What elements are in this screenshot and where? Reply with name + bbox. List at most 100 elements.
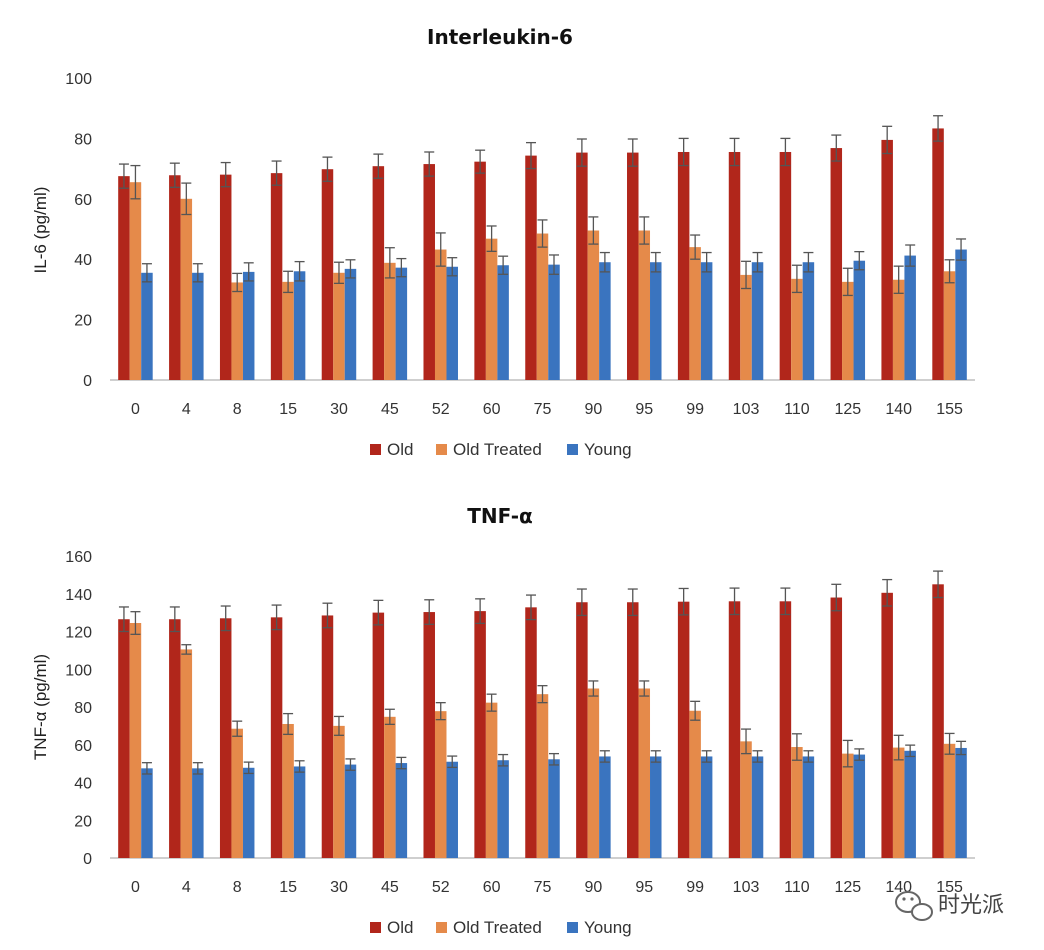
il6-bar-old-treated xyxy=(892,279,905,380)
il6-bar-old xyxy=(779,151,792,380)
tnf-bar-old-treated xyxy=(129,623,142,858)
il6-bar-old-treated xyxy=(231,282,243,380)
il6-error-bar xyxy=(537,219,548,248)
il6-error-bar xyxy=(526,141,536,170)
il6-error-bar xyxy=(854,250,865,271)
tnf-bar-old xyxy=(576,602,588,858)
tnf-bar-old-treated xyxy=(791,747,803,858)
il6-bar-young xyxy=(395,267,408,380)
il6-bar-young xyxy=(904,255,916,380)
tnf-error-bar xyxy=(475,598,486,625)
il6-error-bar xyxy=(599,251,610,273)
il6-error-bar xyxy=(690,234,701,260)
tnf-error-bar xyxy=(791,733,802,761)
tnf-error-bar xyxy=(599,750,610,763)
il6-bar-old-treated xyxy=(129,182,142,380)
tnf-x-tick-label: 110 xyxy=(784,879,810,896)
il6-x-tick-label: 60 xyxy=(483,401,501,418)
tnf-legend-swatch-young xyxy=(567,922,578,933)
il6-error-bar xyxy=(192,263,203,283)
tnf-error-bar xyxy=(956,740,967,756)
tnf-bar-old xyxy=(779,601,792,858)
il6-bar-young xyxy=(548,264,560,380)
il6-error-bar xyxy=(141,263,152,283)
wechat-bubble-icon xyxy=(895,891,933,921)
watermark: 时光派 xyxy=(895,891,1004,921)
tnf-bar-old-treated xyxy=(842,753,854,858)
il6-error-bar xyxy=(893,265,904,294)
tnf-y-axis-label: TNF-α (pg/ml) xyxy=(31,654,50,760)
il6-error-bar xyxy=(944,259,955,284)
tnf-error-bar xyxy=(118,606,129,633)
tnf-error-bar xyxy=(283,712,294,736)
tnf-error-bar xyxy=(650,750,661,763)
tnf-error-bar xyxy=(220,605,231,632)
il6-bar-young xyxy=(599,262,611,380)
tnf-x-tick-label: 125 xyxy=(834,879,861,896)
il6-error-bar xyxy=(424,151,435,177)
il6-x-tick-label: 52 xyxy=(432,401,450,418)
tnf-error-bar xyxy=(192,762,203,775)
il6-y-axis-label: IL-6 (pg/ml) xyxy=(31,187,50,274)
il6-error-bar xyxy=(220,161,231,188)
il6-error-bar xyxy=(271,160,282,186)
tnf-chart-title: TNF-α xyxy=(467,504,532,528)
il6-error-bar xyxy=(639,216,650,245)
il6-bar-young xyxy=(497,265,509,380)
il6-bar-young xyxy=(650,262,662,380)
tnf-bar-old xyxy=(169,619,181,858)
il6-error-bar xyxy=(752,251,763,273)
il6-bar-old xyxy=(321,169,334,380)
il6-error-bar xyxy=(333,261,344,285)
tnf-bar-young xyxy=(751,756,764,858)
il6-bar-old xyxy=(830,148,843,380)
tnf-bar-old-treated xyxy=(434,711,447,858)
tnf-x-tick-label: 155 xyxy=(936,879,963,896)
il6-error-bar xyxy=(130,164,141,200)
tnf-bar-young xyxy=(700,756,713,858)
tnf-bar-old-treated xyxy=(892,747,905,858)
il6-x-tick-label: 125 xyxy=(834,401,861,418)
tnf-error-bar xyxy=(526,594,536,621)
tnf-bar-young xyxy=(955,747,967,858)
tnf-bar-old xyxy=(932,584,944,858)
il6-x-tick-label: 110 xyxy=(784,401,810,418)
il6-bar-old-treated xyxy=(485,238,498,380)
tnf-error-bar xyxy=(701,750,712,763)
il6-y-tick-label: 20 xyxy=(74,313,92,330)
il6-error-bar xyxy=(322,156,333,182)
tnf-error-bar xyxy=(294,760,305,773)
tnf-bar-young xyxy=(141,768,153,858)
tnf-legend-label-young: Young xyxy=(584,918,632,937)
tnf-bar-young xyxy=(904,750,916,858)
tnf-bar-old xyxy=(219,618,232,858)
tnf-error-bar xyxy=(905,744,916,758)
tnf-error-bar xyxy=(232,720,243,737)
tnf-bar-young xyxy=(242,767,255,858)
il6-error-bar xyxy=(588,216,599,245)
il6-x-tick-label: 155 xyxy=(936,401,963,418)
il6-bar-old-treated xyxy=(333,272,345,380)
il6-error-bar xyxy=(831,134,842,162)
tnf-error-bar xyxy=(944,732,955,755)
il6-bar-young xyxy=(955,249,967,380)
il6-x-tick-label: 4 xyxy=(182,401,191,418)
il6-error-bar xyxy=(791,264,802,294)
tnf-bar-young xyxy=(802,756,815,858)
tnf-error-bar xyxy=(678,587,689,616)
il6-bar-old xyxy=(932,128,944,380)
tnf-bar-old-treated xyxy=(638,688,651,858)
il6-legend-label-young: Young xyxy=(584,440,632,459)
tnf-y-tick-label: 60 xyxy=(74,738,92,755)
il6-error-bar xyxy=(576,138,587,167)
il6-error-bar xyxy=(741,260,752,290)
il6-x-tick-label: 75 xyxy=(534,401,552,418)
il6-bar-young xyxy=(853,260,866,380)
tnf-x-tick-label: 75 xyxy=(534,879,552,896)
il6-error-bar xyxy=(549,254,559,275)
il6-x-tick-label: 15 xyxy=(279,401,297,418)
watermark-text: 时光派 xyxy=(938,893,1004,918)
tnf-error-bar xyxy=(627,588,638,617)
il6-legend-label-old-treated: Old Treated xyxy=(453,440,542,459)
il6-bar-old xyxy=(576,152,588,380)
